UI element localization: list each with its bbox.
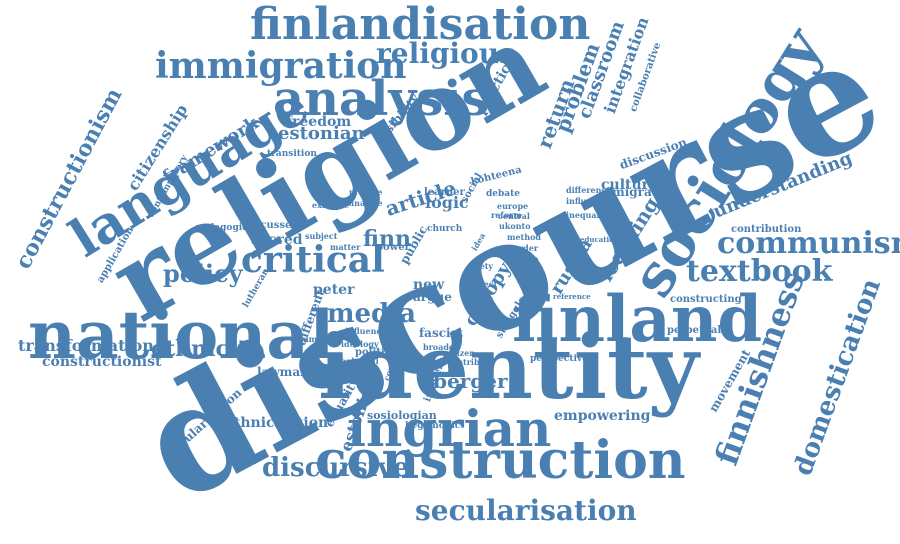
- word-power: power: [376, 242, 410, 253]
- word-matter: matter: [330, 242, 361, 252]
- word-difference: difference: [566, 185, 612, 195]
- word-citizen: citizen: [445, 348, 476, 358]
- word-example: example: [312, 200, 350, 210]
- word-pedagogies: pedagogies: [196, 223, 253, 233]
- word-learner: learner: [424, 187, 465, 198]
- word-sosiologian: sosiologian: [367, 409, 437, 422]
- word-motion: motion: [507, 254, 539, 264]
- word-discusses: discusses: [244, 220, 298, 231]
- word-europe: europe: [497, 201, 529, 211]
- word-analytical: analytical: [335, 356, 379, 366]
- word-analysis: analysis: [273, 71, 489, 127]
- word-immigration: immigration: [155, 45, 407, 87]
- word-finlandisation: finlandisation: [250, 0, 591, 50]
- word-critical: critical: [241, 239, 385, 281]
- word-fascist: fascist: [419, 326, 463, 340]
- word-ingrian: ingrian: [347, 399, 552, 458]
- word-media: media: [327, 299, 416, 329]
- word-community: community: [290, 334, 341, 344]
- word-constructionist: constructionist: [42, 354, 162, 370]
- word-finn: finn: [363, 226, 411, 252]
- word-analyse: analyse: [349, 198, 383, 208]
- word-ukonto: ukonto: [499, 221, 531, 231]
- word-broader: broader: [423, 342, 459, 352]
- word-subject: subject: [305, 231, 338, 241]
- word-domestication: domestication: [788, 274, 888, 480]
- word-ideology: ideology: [341, 339, 379, 349]
- word-border: border: [508, 243, 539, 253]
- word-ethnicization: ethnicization: [225, 415, 329, 431]
- word-church: church: [427, 224, 463, 234]
- word-reform: reform: [491, 210, 522, 220]
- word-inequality: inequality: [566, 210, 611, 220]
- word-textbook: textbook: [686, 254, 833, 289]
- word-peter: peter: [313, 282, 355, 298]
- word-piety: piety: [471, 261, 494, 271]
- word-discursive: discursive: [262, 453, 410, 483]
- word-contribution: contribution: [731, 224, 802, 235]
- word-debate: debate: [486, 189, 521, 199]
- word-policy: policy: [163, 259, 243, 288]
- word-provide: provide: [349, 187, 383, 197]
- word-finland: finland: [512, 282, 763, 357]
- word-method: method: [507, 232, 541, 242]
- word-influence: influence: [345, 326, 387, 336]
- word-influential: influential: [566, 196, 613, 206]
- word-education: education: [580, 235, 619, 244]
- word-secularisation: secularisation: [415, 494, 637, 527]
- word-identity: identity: [318, 315, 699, 419]
- word-constructing: constructing: [670, 294, 742, 305]
- word-transition: transition: [267, 149, 317, 159]
- word-ethnicity: ethnicity: [151, 336, 261, 362]
- word-hegemonic: hegemonic: [405, 421, 461, 431]
- word-culture: culture: [601, 177, 658, 193]
- word-perpetual: perpetual: [667, 325, 722, 336]
- word-construction: construction: [315, 430, 686, 491]
- word-lawmaker: lawmaker: [257, 365, 323, 379]
- word-empowering: empowering: [554, 408, 651, 424]
- word-contribute: contribute: [447, 357, 495, 367]
- word-national: national: [28, 296, 335, 374]
- word-argue: argue: [413, 290, 452, 304]
- word-logic: logic: [425, 193, 469, 212]
- word-religious: religious: [376, 37, 515, 70]
- word-central: central: [498, 211, 530, 221]
- word-new: new: [413, 277, 445, 293]
- word-perspective: perspective: [530, 354, 588, 364]
- word-migration: migration: [612, 185, 679, 199]
- word-communism: communism: [717, 226, 900, 261]
- word-estonian: estonian: [278, 123, 365, 144]
- word-political: political: [355, 347, 402, 358]
- word-transformation: transformation: [18, 336, 154, 355]
- word-freedom: freedom: [286, 114, 352, 130]
- word-effect: effect: [472, 279, 498, 289]
- word-reference: reference: [553, 292, 591, 301]
- word-sacred: sacred: [251, 232, 303, 248]
- word-berger: berger: [433, 369, 508, 393]
